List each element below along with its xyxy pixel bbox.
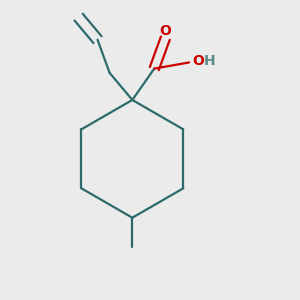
Text: O: O: [159, 24, 171, 38]
Text: H: H: [203, 54, 215, 68]
Text: O: O: [192, 54, 204, 68]
